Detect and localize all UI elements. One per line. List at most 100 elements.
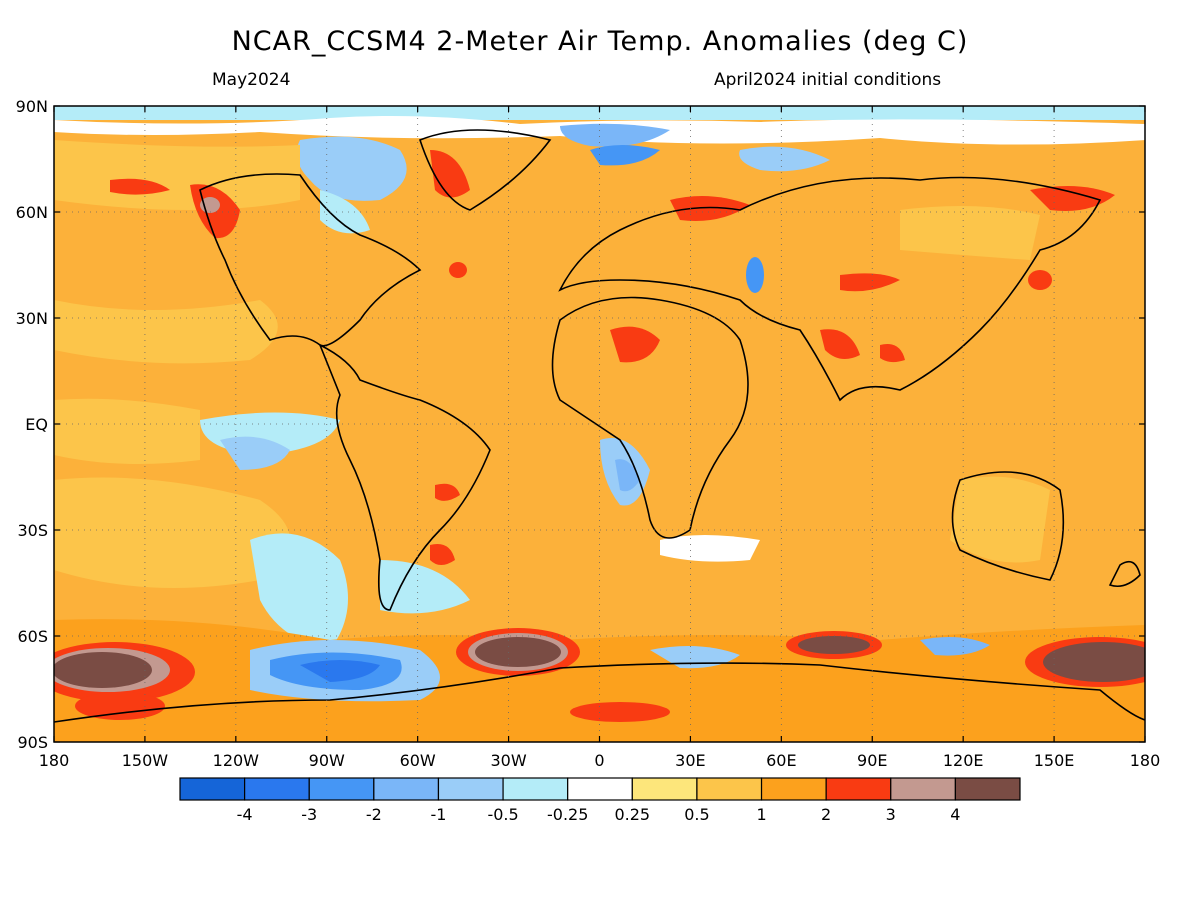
greenland-coast bbox=[419, 129, 552, 211]
lon-label: 180 bbox=[39, 751, 70, 770]
colorbar-label: 3 bbox=[886, 805, 896, 824]
s-atl-cool bbox=[380, 560, 470, 614]
se-pac-cool bbox=[250, 533, 348, 650]
canada-arch-cool bbox=[296, 136, 407, 201]
antarctica-coast bbox=[54, 662, 1145, 723]
colorbar-label: 1 bbox=[756, 805, 766, 824]
coastlines bbox=[54, 129, 1145, 723]
chart-title: NCAR_CCSM4 2-Meter Air Temp. Anomalies (… bbox=[231, 26, 969, 57]
siberia-warm bbox=[1030, 186, 1115, 211]
australia-pale bbox=[950, 476, 1050, 563]
axis-ticks bbox=[53, 105, 1146, 743]
greenland-warm bbox=[430, 150, 470, 198]
graticule bbox=[54, 106, 1145, 742]
lat-label: 90S bbox=[17, 733, 48, 752]
ne-asia-pale bbox=[900, 206, 1040, 260]
pacific-sector-warm-core bbox=[1043, 642, 1145, 682]
init-conditions-label: April2024 initial conditions bbox=[714, 70, 942, 90]
colorbar-label: -0.5 bbox=[487, 805, 518, 824]
kerguelen-warm-core bbox=[798, 636, 870, 654]
colorbar-swatch bbox=[179, 777, 246, 801]
colorbar-swatch bbox=[373, 777, 440, 801]
spac-belt bbox=[54, 477, 290, 588]
pac-cool-spot bbox=[220, 436, 290, 470]
lon-label: 180 bbox=[1130, 751, 1161, 770]
alaska-warm bbox=[110, 178, 170, 195]
colorbar-swatch bbox=[502, 777, 569, 801]
africa-coast bbox=[551, 296, 749, 539]
latitude-labels: 90N 60N 30N EQ 30S 60S 90S bbox=[16, 97, 48, 752]
east-so-cool bbox=[920, 636, 990, 656]
colorbar-label: 0.25 bbox=[614, 805, 650, 824]
lat-label: 30N bbox=[16, 309, 48, 328]
pac-pale bbox=[54, 398, 200, 464]
colorbar-label: -3 bbox=[301, 805, 317, 824]
lat-label: EQ bbox=[25, 415, 48, 434]
colorbar bbox=[179, 777, 1021, 801]
s-america-warm bbox=[435, 483, 460, 501]
ross-warm-core bbox=[54, 652, 152, 688]
caspian-cold bbox=[746, 257, 764, 293]
lat-label: 90N bbox=[16, 97, 48, 116]
lat-label: 60S bbox=[17, 627, 48, 646]
colorbar-label: 2 bbox=[821, 805, 831, 824]
sahara-warm bbox=[610, 326, 660, 363]
colorbar-swatch bbox=[308, 777, 375, 801]
lon-label: 150W bbox=[122, 751, 169, 770]
lon-label: 60E bbox=[766, 751, 796, 770]
kara-cold bbox=[590, 145, 660, 166]
colorbar-swatch bbox=[954, 777, 1021, 801]
colorbar-swatch bbox=[825, 777, 892, 801]
benguela-core bbox=[615, 459, 640, 492]
lon-label: 0 bbox=[594, 751, 604, 770]
colorbar-label: -4 bbox=[237, 805, 253, 824]
lon-label: 120W bbox=[213, 751, 260, 770]
lon-label: 30E bbox=[675, 751, 705, 770]
colorbar-swatch bbox=[567, 777, 633, 801]
weddell-warm-core bbox=[475, 637, 561, 667]
lon-label: 90W bbox=[309, 751, 345, 770]
lat-label: 30S bbox=[17, 521, 48, 540]
sea-warm bbox=[880, 344, 905, 363]
colorbar-labels: -4 -3 -2 -1 -0.5 -0.25 0.25 0.5 1 2 3 4 bbox=[237, 805, 961, 824]
antarctic-warm bbox=[570, 702, 670, 722]
npac-belt bbox=[54, 300, 278, 364]
lon-label: 90E bbox=[857, 751, 887, 770]
new-zealand-coast bbox=[1108, 560, 1141, 588]
south-america-coast bbox=[318, 343, 491, 611]
colorbar-swatch bbox=[760, 777, 827, 801]
north-america-coast bbox=[199, 173, 422, 347]
australia-coast bbox=[951, 471, 1065, 581]
lon-label: 60W bbox=[400, 751, 436, 770]
russia-warm bbox=[670, 196, 750, 221]
colorbar-swatch bbox=[437, 777, 504, 801]
hudson-cool bbox=[320, 190, 370, 234]
colorbar-label: -1 bbox=[430, 805, 446, 824]
colorbar-swatch bbox=[890, 777, 956, 801]
n-atl-warm bbox=[449, 262, 467, 278]
colorbar-swatch bbox=[696, 777, 763, 801]
laptev-cool bbox=[739, 146, 830, 172]
india-warm bbox=[820, 329, 860, 359]
amundsen-core bbox=[300, 660, 380, 682]
japan-warm bbox=[1028, 270, 1052, 290]
longitude-labels: 180 150W 120W 90W 60W 30W 0 30E 60E 90E 120E 150E 18… bbox=[39, 751, 1161, 770]
south-indian-white bbox=[660, 535, 760, 562]
colorbar-label: -2 bbox=[366, 805, 382, 824]
lon-label: 150E bbox=[1034, 751, 1075, 770]
uruguay-warm bbox=[430, 544, 455, 565]
colorbar-label: -0.25 bbox=[547, 805, 588, 824]
valid-month-label: May2024 bbox=[212, 70, 291, 90]
colorbar-label: 0.5 bbox=[684, 805, 709, 824]
colorbar-swatch bbox=[244, 777, 310, 801]
ross-south-warm bbox=[75, 692, 165, 720]
central-asia-warm bbox=[840, 273, 900, 292]
lon-label: 120E bbox=[943, 751, 984, 770]
map-field bbox=[54, 106, 1145, 742]
lon-label: 30W bbox=[490, 751, 526, 770]
lat-label: 60N bbox=[16, 203, 48, 222]
colorbar-swatch bbox=[631, 777, 698, 801]
eurasia-coast bbox=[558, 176, 1102, 402]
barents-cold bbox=[560, 123, 670, 147]
